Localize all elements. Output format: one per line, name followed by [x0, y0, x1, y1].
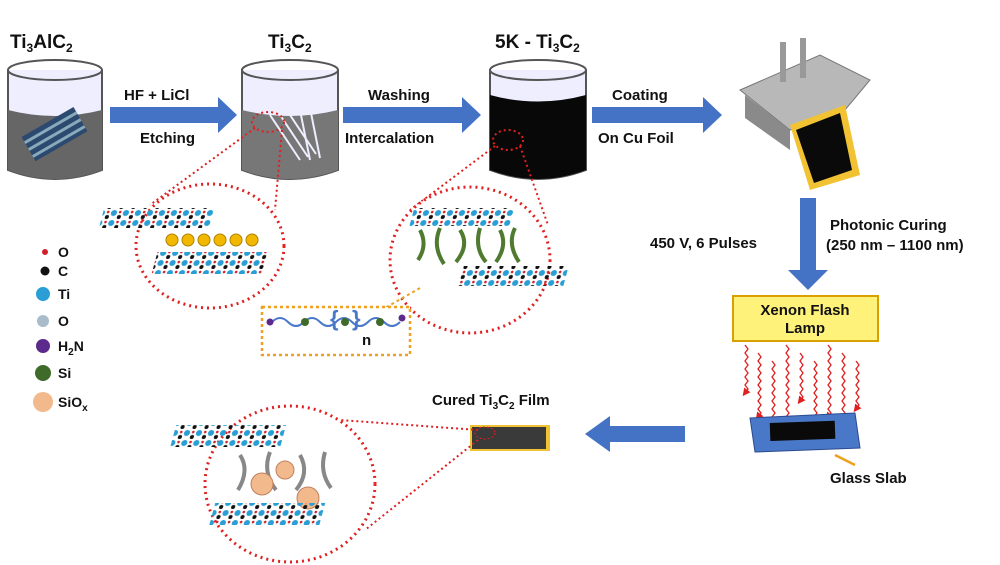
legend-label: H2N: [58, 338, 84, 358]
arrow-coating: Coating On Cu Foil: [592, 87, 722, 147]
light-ray: [797, 352, 806, 405]
light-ray: [853, 360, 862, 413]
legend-label: Ti: [58, 286, 70, 302]
title-ti3c2: Ti3C2: [268, 32, 312, 55]
light-ray: [755, 352, 764, 421]
zoom-cured-film-structure: [170, 404, 479, 564]
beaker-ti3alc2: [7, 59, 103, 180]
atom-swatch-icon: [33, 392, 53, 412]
atom-swatch-icon: [40, 266, 50, 276]
lamp-label-2: Lamp: [785, 320, 825, 337]
etch-reagent-label: HF + LiCl: [124, 87, 189, 104]
atom-swatch-icon: [37, 315, 49, 327]
cu-foil-label: On Cu Foil: [598, 130, 674, 147]
light-ray: [742, 344, 751, 397]
legend-item: C: [40, 263, 68, 279]
arrow-curing: [788, 198, 828, 290]
legend-label: O: [58, 244, 69, 260]
atom-swatch-icon: [36, 287, 50, 301]
bracket-right: }: [352, 306, 361, 331]
cured-film: [470, 425, 550, 451]
legend-item: H2N: [36, 338, 84, 358]
arrow-etching: HF + LiCl Etching: [110, 87, 237, 147]
photonic-curing-title: Photonic Curing: [830, 217, 947, 234]
zoom-ti3c2-structure: [98, 127, 286, 310]
legend-item: Ti: [36, 286, 70, 302]
bracket-left: {: [330, 306, 339, 331]
glass-slab: Glass Slab: [749, 412, 907, 487]
intercalation-label: Intercalation: [345, 130, 434, 147]
zoom-5k-ti3c2-structure: [384, 145, 569, 335]
etch-label: Etching: [140, 130, 195, 147]
legend-label: Si: [58, 365, 71, 381]
beaker-ti3c2: [241, 59, 339, 180]
curing-conditions: 450 V, 6 Pulses: [650, 235, 757, 252]
legend-item: O: [37, 313, 69, 329]
arrow-washing: Washing Intercalation: [343, 87, 481, 147]
wavelength-range: (250 nm – 1100 nm): [826, 237, 964, 254]
legend-item: Si: [35, 365, 71, 381]
repeat-unit-n: n: [362, 332, 371, 349]
light-ray: [811, 360, 820, 429]
polymer-chain-box: { } n: [260, 305, 412, 357]
film-coater-device: [739, 38, 871, 190]
coating-label: Coating: [612, 87, 668, 104]
light-ray: [825, 344, 834, 421]
atom-swatch-icon: [36, 339, 50, 353]
lamp-label-1: Xenon Flash: [760, 302, 849, 319]
legend-item: SiOx: [33, 392, 88, 414]
beaker-5k-ti3c2: [489, 59, 587, 180]
title-ti3alc2: Ti3AlC2: [10, 32, 73, 55]
legend-label: SiOx: [58, 394, 88, 414]
arrow-to-product: [585, 416, 685, 452]
legend-label: O: [58, 313, 69, 329]
washing-label: Washing: [368, 87, 430, 104]
atom-swatch-icon: [35, 365, 51, 381]
glass-slab-label: Glass Slab: [830, 470, 907, 487]
title-5k-ti3c2: 5K - Ti3C2: [495, 32, 580, 55]
legend-label: C: [58, 263, 68, 279]
cured-film-label: Cured Ti3C2 Film: [432, 392, 550, 412]
legend-item: O: [42, 244, 69, 260]
atom-swatch-icon: [42, 249, 48, 255]
xenon-flash-lamp: Xenon Flash Lamp: [732, 295, 879, 342]
